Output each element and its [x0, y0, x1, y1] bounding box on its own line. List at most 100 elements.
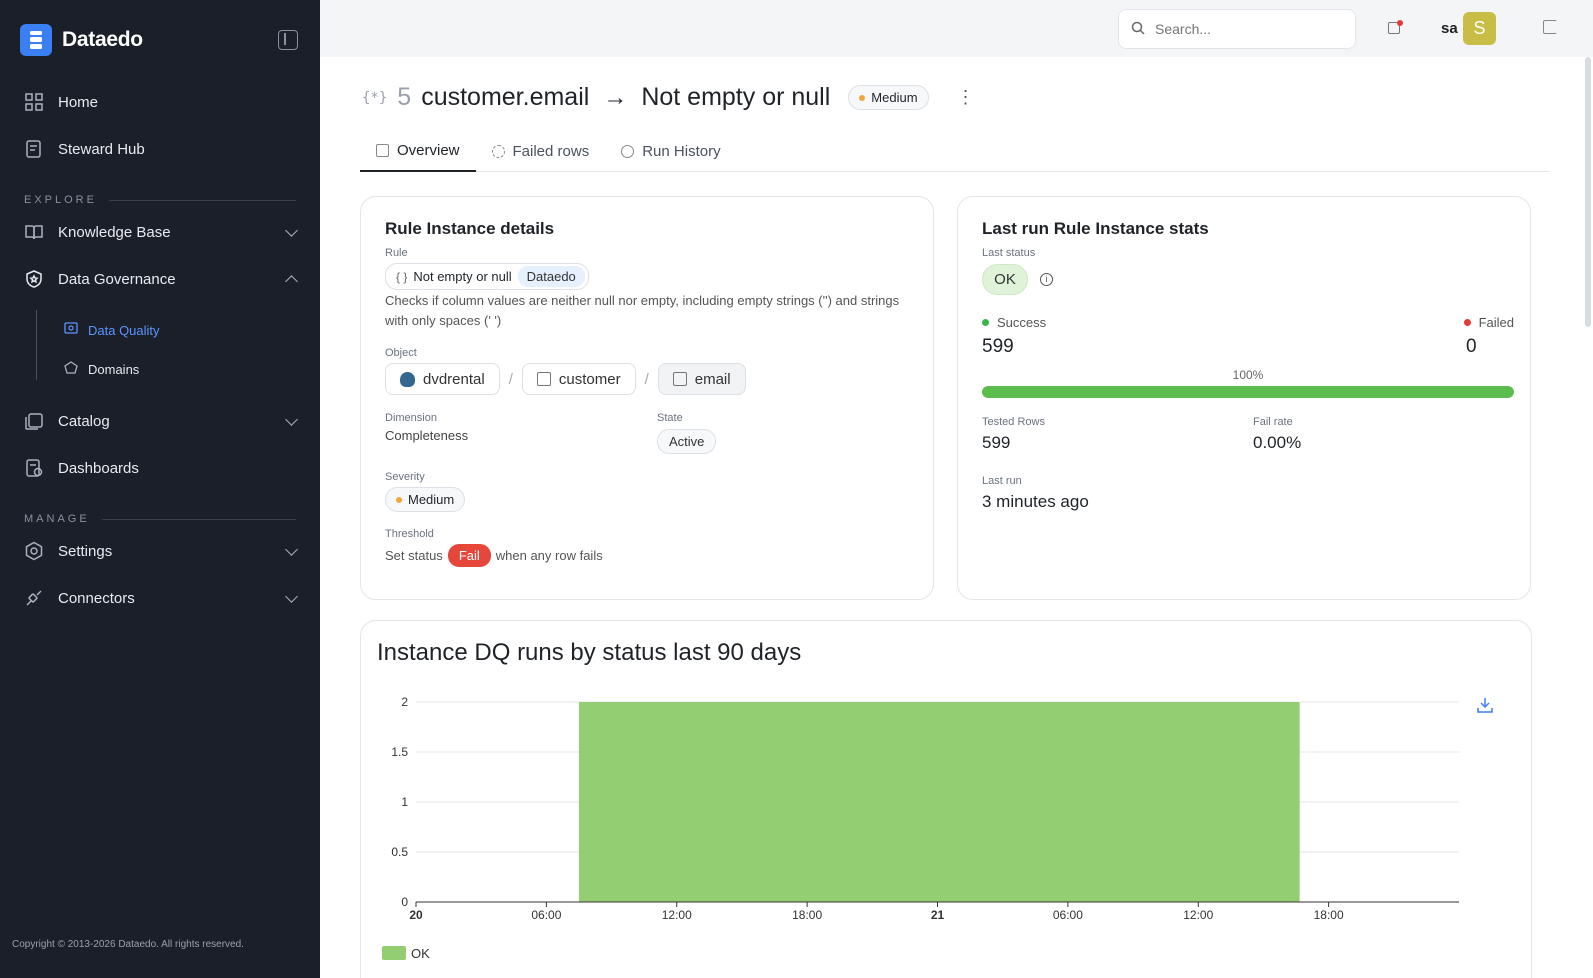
main-content: {*} 5 customer.email → Not empty or null…	[320, 57, 1593, 978]
last-run-stats-card: Last run Rule Instance stats Last status…	[957, 196, 1531, 600]
severity-dot-icon	[396, 496, 402, 503]
fail-rate-value: 0.00%	[1253, 433, 1302, 452]
rule-type-icon: {*}	[362, 89, 388, 106]
brand[interactable]: Dataedo	[20, 24, 143, 56]
tab-label: Failed rows	[512, 143, 590, 160]
card-title: Rule Instance details	[385, 219, 555, 238]
topbar: sa S	[320, 0, 1593, 57]
more-options-icon[interactable]: ⋮	[956, 87, 975, 107]
tab-failed-rows[interactable]: Failed rows	[476, 131, 606, 172]
collapse-sidebar-icon[interactable]	[278, 30, 298, 50]
sidebar-item-dashboards[interactable]: Dashboards	[24, 458, 296, 478]
sidebar-item-label: Steward Hub	[58, 140, 145, 158]
history-icon	[621, 145, 635, 158]
rule-description: Checks if column values are neither null…	[385, 293, 900, 328]
postgres-icon	[400, 371, 415, 387]
success-progress-bar	[982, 386, 1514, 398]
fail-badge: Fail	[447, 544, 491, 567]
notifications-icon[interactable]	[1388, 22, 1400, 34]
failed-dot-icon	[1463, 319, 1471, 326]
scrollbar[interactable]	[1585, 57, 1591, 327]
failed-legend: Failed	[1463, 315, 1514, 330]
gear-icon	[24, 541, 44, 561]
card-title: Last run Rule Instance stats	[982, 219, 1209, 238]
sidebar: Dataedo Home Steward Hub EXPLORE Knowled…	[0, 0, 320, 978]
divider	[108, 199, 296, 201]
clipboard-icon	[24, 139, 44, 159]
rule-label: Rule	[385, 247, 408, 259]
tree-line	[36, 310, 37, 380]
x-tick-label: 21	[931, 908, 945, 922]
section-manage: MANAGE	[24, 513, 296, 525]
legend-label: OK	[411, 946, 430, 961]
username[interactable]: sa	[1441, 20, 1458, 37]
object-table-chip[interactable]: customer	[521, 363, 636, 395]
sidebar-item-label: Knowledge Base	[58, 223, 171, 241]
rule-source-tag: Dataedo	[517, 266, 585, 287]
sidebar-item-connectors[interactable]: Connectors	[24, 588, 298, 608]
sidebar-item-home[interactable]: Home	[24, 92, 296, 112]
state-label: State	[657, 412, 683, 424]
sidebar-item-label: Home	[58, 93, 99, 111]
divider	[101, 518, 296, 520]
tab-overview[interactable]: Overview	[360, 131, 476, 172]
info-icon[interactable]: i	[1040, 273, 1053, 286]
download-icon[interactable]	[1477, 697, 1493, 713]
overview-icon	[376, 144, 389, 157]
object-column-label: email	[694, 370, 731, 388]
brand-name: Dataedo	[62, 28, 143, 51]
severity-label: Medium	[871, 90, 918, 105]
severity-field-badge: Medium	[385, 487, 466, 512]
severity-value: Medium	[408, 492, 455, 507]
object-database-label: dvdrental	[423, 370, 485, 388]
fail-rate-label: Fail rate	[1253, 416, 1293, 428]
x-tick-label: 12:00	[1183, 908, 1213, 922]
breadcrumb-separator: /	[508, 370, 513, 388]
section-explore: EXPLORE	[24, 194, 296, 206]
breadcrumb-separator: /	[644, 370, 649, 388]
data-quality-icon	[64, 322, 78, 339]
avatar[interactable]: S	[1463, 12, 1496, 45]
dataedo-logo-icon	[20, 24, 52, 56]
success-value: 599	[982, 336, 1014, 357]
search-box[interactable]	[1118, 9, 1356, 49]
severity-dot-icon	[859, 94, 866, 101]
state-badge: Active	[657, 429, 717, 454]
object-breadcrumb: dvdrental / customer / email	[385, 363, 746, 395]
sidebar-item-label: Catalog	[58, 412, 110, 430]
tab-label: Overview	[397, 142, 460, 159]
sidebar-item-domains[interactable]: Domains	[64, 361, 139, 378]
chevron-down-icon	[285, 590, 298, 603]
sidebar-item-catalog[interactable]: Catalog	[24, 411, 298, 431]
sidebar-item-data-governance[interactable]: Data Governance	[24, 269, 298, 289]
sidebar-item-settings[interactable]: Settings	[24, 541, 298, 561]
object-column-chip[interactable]: email	[657, 363, 746, 395]
sidebar-item-label: Data Quality	[88, 323, 160, 338]
object-database-chip[interactable]: dvdrental	[385, 363, 500, 395]
sidebar-item-label: Domains	[88, 362, 140, 377]
rule-name: Not empty or null	[641, 83, 831, 111]
x-tick-label: 06:00	[531, 908, 561, 922]
y-tick-label: 0	[401, 895, 408, 909]
logout-icon[interactable]	[1543, 20, 1557, 34]
dashboards-icon	[24, 458, 44, 478]
sidebar-item-knowledge-base[interactable]: Knowledge Base	[24, 222, 298, 242]
object-table-label: customer	[558, 370, 621, 388]
tab-label: Run History	[642, 143, 721, 160]
progress-fill	[982, 386, 1514, 398]
sidebar-item-data-quality[interactable]: Data Quality	[64, 322, 160, 339]
instance-number: 5	[397, 83, 412, 111]
rule-brace-icon: { }	[396, 269, 408, 284]
rule-chip[interactable]: { } Not empty or null Dataedo	[385, 263, 589, 290]
dimension-value: Completeness	[385, 428, 469, 443]
rule-details-card: Rule Instance details Rule { } Not empty…	[360, 196, 934, 600]
status-badge: OK	[982, 264, 1028, 295]
y-tick-label: 1.5	[391, 745, 408, 759]
sidebar-item-steward-hub[interactable]: Steward Hub	[24, 139, 296, 159]
last-run-label: Last run	[982, 475, 1022, 487]
tab-run-history[interactable]: Run History	[605, 131, 736, 172]
section-explore-label: EXPLORE	[24, 194, 97, 206]
search-input[interactable]	[1155, 21, 1325, 37]
chart-title: Instance DQ runs by status last 90 days	[377, 639, 802, 666]
book-icon	[24, 222, 44, 242]
